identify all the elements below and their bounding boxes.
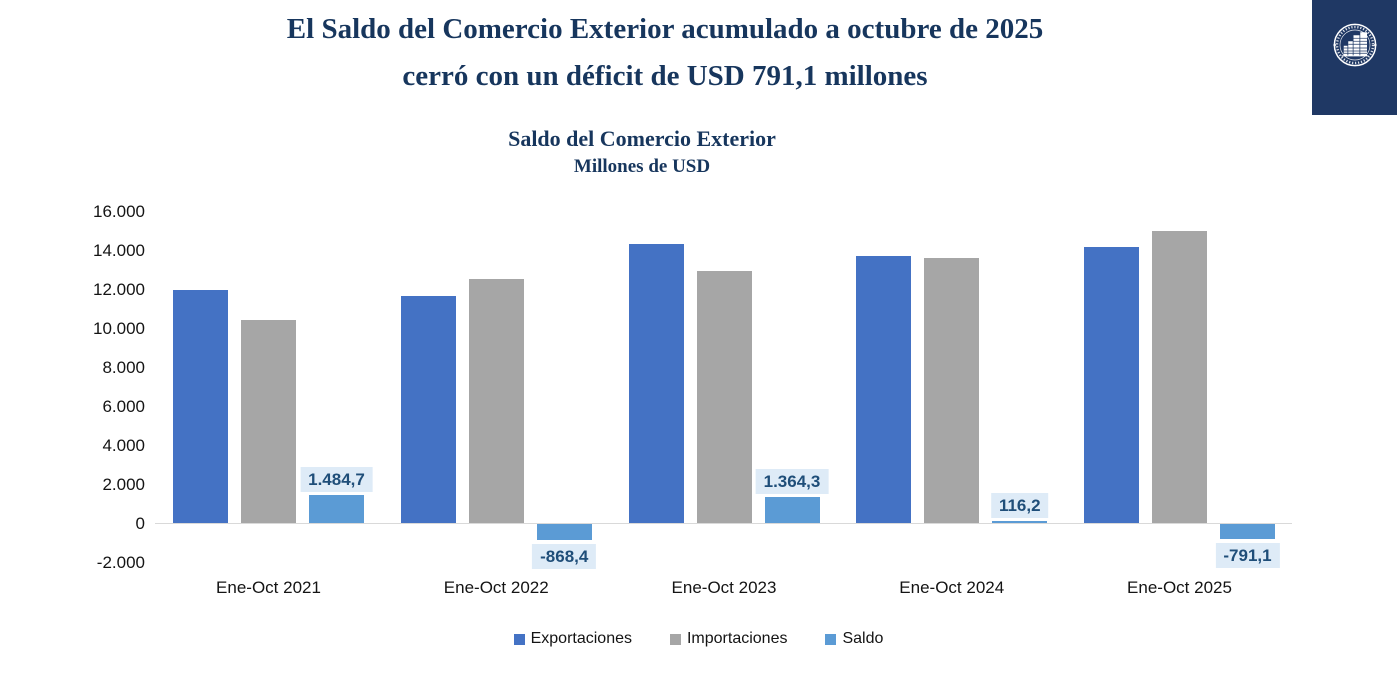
bar-importaciones — [468, 278, 524, 524]
bar-importaciones — [1152, 231, 1207, 524]
legend-label: Importaciones — [686, 630, 788, 647]
x-axis-label: Ene-Oct 2025 — [1127, 578, 1232, 597]
chart-title: Saldo del Comercio Exterior — [508, 126, 776, 151]
y-axis-tick-label: 4.000 — [102, 435, 145, 455]
main-title-line2: cerró con un déficit de USD 791,1 millon… — [402, 60, 928, 92]
x-axis-label: Ene-Oct 2021 — [216, 578, 321, 597]
bar-saldo — [992, 521, 1048, 524]
saldo-value-label: -791,1 — [1215, 542, 1280, 568]
x-axis-label: Ene-Oct 2022 — [443, 578, 549, 597]
y-axis-tick-label: 16.000 — [93, 201, 145, 221]
legend-label: Saldo — [842, 630, 884, 647]
x-axis-line — [155, 522, 1292, 525]
legend-swatch-icon — [513, 633, 525, 645]
x-axis-label: Ene-Oct 2023 — [671, 578, 777, 597]
bar-saldo — [309, 494, 364, 524]
saldo-value-label: 116,2 — [990, 493, 1049, 519]
y-axis-tick-label: 6.000 — [102, 396, 145, 416]
legend-label: Exportaciones — [530, 630, 632, 647]
bar-saldo — [1220, 523, 1275, 539]
saldo-value-label: -868,4 — [532, 544, 597, 570]
legend-swatch-icon — [669, 633, 681, 645]
bar-exportaciones — [173, 290, 228, 524]
chart-subtitle: Millones de USD — [573, 156, 711, 177]
main-title-line1: El Saldo del Comercio Exterior acumulado… — [286, 13, 1044, 45]
bar-exportaciones — [400, 295, 456, 524]
building-icon — [1341, 32, 1368, 57]
x-axis-label: Ene-Oct 2024 — [899, 578, 1005, 597]
bar-importaciones — [924, 257, 980, 524]
saldo-value-label: 1.484,7 — [300, 466, 373, 492]
main-title: El Saldo del Comercio Exterior acumulado… — [0, 6, 1330, 100]
legend-item-saldo: Saldo — [825, 630, 883, 648]
bar-saldo — [536, 523, 592, 541]
central-bank-logo — [1312, 0, 1397, 115]
bar-exportaciones — [856, 255, 912, 524]
bar-exportaciones — [628, 244, 684, 524]
bar-importaciones — [241, 319, 296, 524]
y-axis-tick-label: 0 — [135, 513, 145, 533]
y-axis-tick-label: 10.000 — [93, 318, 145, 338]
chart-legend: Exportaciones Importaciones Saldo — [0, 630, 1397, 648]
bar-importaciones — [696, 270, 752, 524]
bar-saldo — [764, 496, 820, 524]
y-axis-tick-label: -2.000 — [96, 552, 145, 572]
legend-item-exportaciones: Exportaciones — [513, 630, 632, 648]
central-bank-building-seal-icon — [1332, 23, 1377, 67]
bar-exportaciones — [1084, 246, 1139, 524]
y-axis-tick-label: 12.000 — [93, 279, 145, 299]
y-axis-tick-label: 8.000 — [102, 357, 145, 377]
saldo-value-label: 1.364,3 — [755, 468, 829, 494]
legend-swatch-icon — [825, 633, 837, 645]
y-axis-tick-label: 2.000 — [102, 474, 145, 494]
legend-item-importaciones: Importaciones — [669, 630, 788, 648]
y-axis-tick-label: 14.000 — [93, 240, 145, 260]
